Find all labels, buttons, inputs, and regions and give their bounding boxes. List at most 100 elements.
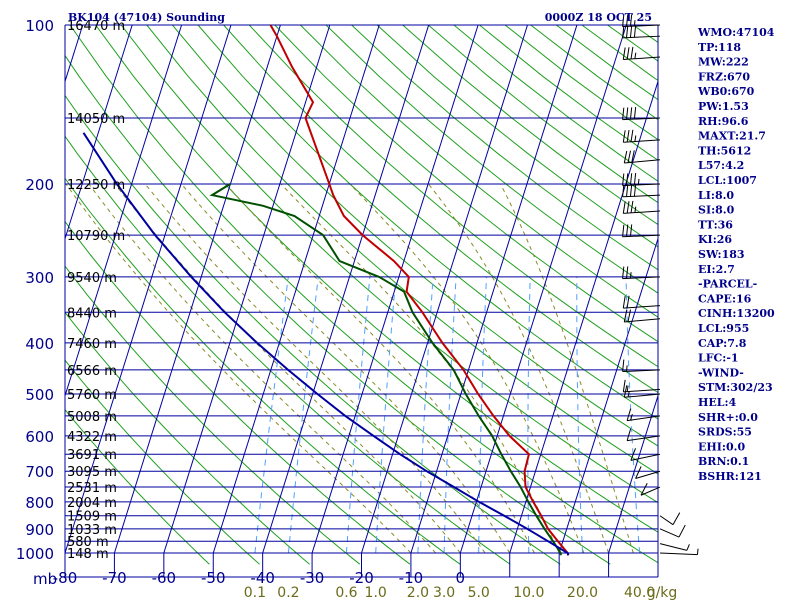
temperature-tick-label: -50 [201,569,226,587]
height-label: 580 m [67,535,109,550]
height-label: 3691 m [67,448,117,463]
wind-barb-feather [672,512,681,525]
height-label: 2004 m [67,496,117,511]
wind-barb-feather [678,524,686,538]
index-item: LFC:-1 [698,352,739,365]
pressure-tick-label: 800 [25,494,54,512]
pressure-tick-label: 600 [25,428,54,446]
index-item: TT:36 [698,218,733,231]
temperature-tick-label: -60 [152,569,177,587]
moist-adiabat-line [114,183,461,554]
isotherm-line [65,25,133,241]
wind-barb-staff [623,305,661,309]
wind-barbs [622,14,699,556]
station-title: BK104 (47104) Sounding [68,11,225,24]
index-item: L57:4.2 [698,159,744,172]
pressure-axis-label: mb [33,570,57,588]
isotherm-line [459,25,627,554]
wind-barb-feather [626,47,630,60]
index-item: SW:183 [698,248,745,261]
temperature-tick-labels: -80 -70 -60 -50 -40 -30 -20 -10 0 [53,569,465,587]
index-item: SHR+:0.0 [698,411,758,424]
wind-barb-feather [626,184,629,197]
wind-barb-half-feather [626,385,629,392]
wind-barb-feather [626,25,629,38]
height-label: 1033 m [67,523,117,538]
index-item: SRDS:55 [698,426,752,439]
wind-barb-feather [622,224,625,237]
height-label: 5008 m [67,410,117,425]
moist-adiabat-line [225,183,535,554]
wind-barb-feather [622,130,626,143]
sounding-time: 0000Z 18 OCT 25 [545,11,652,24]
pressure-tick-label: 400 [25,335,54,353]
wind-barb-feather [622,266,625,279]
moist-adiabat-lines [65,183,634,554]
wind-barb-staff [627,435,661,442]
dry-adiabat-line [351,25,658,271]
index-item: CAPE:16 [698,292,752,305]
temperature-tick-label: -70 [102,569,127,587]
wind-barb-half-feather [634,206,637,213]
wind-barb-feather [626,201,630,214]
wind-barb-feather [622,296,626,309]
pressure-tick-label: 200 [25,176,54,194]
height-label: 4322 m [67,430,117,445]
height-labels: 16470 m 14050 m 12250 m 10790 m 9540 m 8440 m… [67,19,125,562]
dry-adiabat-line [300,25,658,318]
wind-barb-feather [633,107,637,120]
wind-barb-feather [629,107,633,120]
wind-barb-feather [633,184,637,197]
wind-barb-staff [624,159,661,164]
mixing-ratio-tick-label: 3.0 [433,585,455,600]
height-label: 9540 m [67,271,117,286]
wind-barb-feather [622,379,626,392]
index-item: RH:96.6 [698,115,749,128]
wind-barb-half-feather [637,178,640,185]
wind-barb-feather [626,107,629,120]
wind-barb-feather [626,295,630,308]
wind-barb-staff [623,56,661,61]
wind-barb-feather [622,201,626,214]
isotherm-line [509,79,658,554]
dry-adiabat-line [172,25,658,447]
wind-barb-feather [622,47,626,60]
height-label: 1509 m [67,510,117,525]
wind-barb-staff [622,24,661,28]
wind-barb-feather [622,359,625,372]
index-item: -PARCEL- [698,278,757,291]
index-item: BRN:0.1 [698,455,749,468]
wind-barb-staff [622,35,661,39]
wind-barb-feather [630,129,634,142]
wind-barb-half-feather [629,272,632,279]
wind-barb-staff [635,470,661,479]
wind-barb-feather [622,173,625,186]
mixing-ratio-tick-label: 0.2 [277,585,299,600]
wind-barb-staff [659,543,687,551]
height-label: 3095 m [67,465,117,480]
dry-adiabat-line [197,25,658,420]
wind-barb-feather [626,173,629,186]
mixing-ratio-unit: g/kg [647,585,678,600]
wind-barb-staff [659,552,698,556]
wind-barb-half-feather [686,544,690,551]
height-label: 14050 m [67,112,125,127]
dry-adiabat-line [248,25,658,368]
dry-adiabat-line [530,25,658,121]
dry-adiabat-line [761,25,800,564]
height-label: 12250 m [67,178,125,193]
wind-barb-feather [626,129,630,143]
height-label: 10790 m [67,229,125,244]
index-item: WB0:670 [697,85,755,98]
isotherm-line [608,394,658,554]
wind-barb-half-feather [634,52,637,59]
isotherm-line [262,25,430,554]
height-label: 148 m [67,547,109,562]
mixing-ratio-tick-label: 40.0 [624,585,655,600]
mixing-ratio-line [287,276,319,554]
isotherm-line [113,25,281,554]
wind-barb-staff [630,453,661,461]
isotherm-line [163,25,331,554]
